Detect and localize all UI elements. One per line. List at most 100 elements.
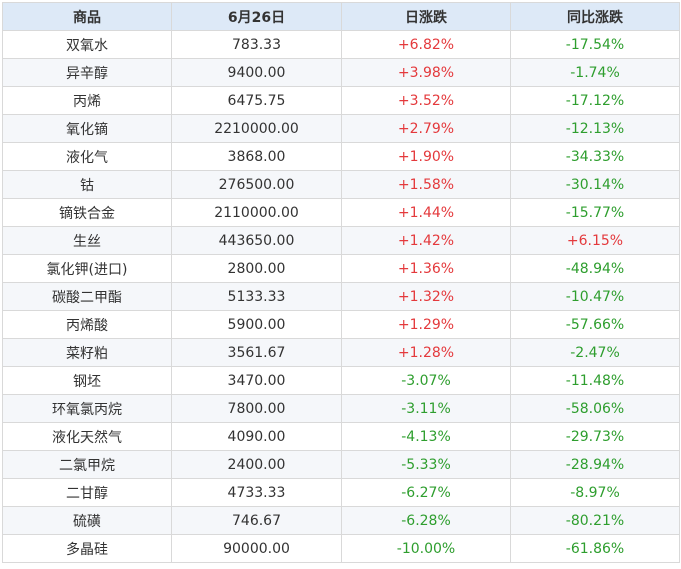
yoy-change-cell: -1.74% [510,58,680,87]
price-cell: 2210000.00 [171,114,342,143]
table-row: 丙烯 6475.75 +3.52% -17.12% [2,86,680,115]
price-cell: 5900.00 [171,310,342,339]
price-cell: 6475.75 [171,86,342,115]
daily-change-cell: +3.52% [341,86,511,115]
daily-change-cell: +1.29% [341,310,511,339]
daily-change-cell: -3.07% [341,366,511,395]
table-row: 环氧氯丙烷 7800.00 -3.11% -58.06% [2,394,680,423]
yoy-change-cell: -28.94% [510,450,680,479]
yoy-change-cell: -2.47% [510,338,680,367]
daily-change-cell: +1.44% [341,198,511,227]
yoy-change-cell: -34.33% [510,142,680,171]
table-row: 硫磺 746.67 -6.28% -80.21% [2,506,680,535]
commodity-cell: 碳酸二甲酯 [2,282,172,311]
table-row: 菜籽粕 3561.67 +1.28% -2.47% [2,338,680,367]
yoy-change-cell: -11.48% [510,366,680,395]
yoy-change-cell: -8.97% [510,478,680,507]
yoy-change-cell: -30.14% [510,170,680,199]
price-cell: 90000.00 [171,534,342,563]
daily-change-cell: -5.33% [341,450,511,479]
daily-change-cell: -10.00% [341,534,511,563]
yoy-change-cell: -17.12% [510,86,680,115]
price-cell: 9400.00 [171,58,342,87]
yoy-change-cell: -15.77% [510,198,680,227]
yoy-change-cell: -12.13% [510,114,680,143]
table-row: 二氯甲烷 2400.00 -5.33% -28.94% [2,450,680,479]
commodity-cell: 钴 [2,170,172,199]
daily-change-cell: +1.28% [341,338,511,367]
price-cell: 3561.67 [171,338,342,367]
price-cell: 746.67 [171,506,342,535]
commodity-cell: 硫磺 [2,506,172,535]
commodity-cell: 钢坯 [2,366,172,395]
commodity-cell: 氯化钾(进口) [2,254,172,283]
table-row: 丙烯酸 5900.00 +1.29% -57.66% [2,310,680,339]
yoy-change-cell: -57.66% [510,310,680,339]
commodity-cell: 菜籽粕 [2,338,172,367]
table-row: 双氧水 783.33 +6.82% -17.54% [2,30,680,59]
table-row: 二甘醇 4733.33 -6.27% -8.97% [2,478,680,507]
yoy-change-cell: -17.54% [510,30,680,59]
table-header-row: 商品 6月26日 日涨跌 同比涨跌 [2,2,680,31]
table-row: 液化气 3868.00 +1.90% -34.33% [2,142,680,171]
yoy-change-cell: -58.06% [510,394,680,423]
header-commodity: 商品 [2,2,172,31]
commodity-cell: 液化气 [2,142,172,171]
table-row: 钢坯 3470.00 -3.07% -11.48% [2,366,680,395]
daily-change-cell: +1.42% [341,226,511,255]
price-cell: 2800.00 [171,254,342,283]
commodity-cell: 丙烯 [2,86,172,115]
commodity-cell: 生丝 [2,226,172,255]
price-cell: 3868.00 [171,142,342,171]
commodity-cell: 丙烯酸 [2,310,172,339]
price-cell: 783.33 [171,30,342,59]
table-row: 生丝 443650.00 +1.42% +6.15% [2,226,680,255]
price-cell: 4733.33 [171,478,342,507]
yoy-change-cell: -29.73% [510,422,680,451]
yoy-change-cell: -61.86% [510,534,680,563]
table-row: 异辛醇 9400.00 +3.98% -1.74% [2,58,680,87]
daily-change-cell: +1.58% [341,170,511,199]
price-cell: 5133.33 [171,282,342,311]
table-row: 碳酸二甲酯 5133.33 +1.32% -10.47% [2,282,680,311]
price-cell: 276500.00 [171,170,342,199]
daily-change-cell: +3.98% [341,58,511,87]
commodity-cell: 二甘醇 [2,478,172,507]
price-cell: 3470.00 [171,366,342,395]
price-cell: 2400.00 [171,450,342,479]
commodity-cell: 双氧水 [2,30,172,59]
table-row: 钴 276500.00 +1.58% -30.14% [2,170,680,199]
daily-change-cell: +6.82% [341,30,511,59]
commodity-cell: 液化天然气 [2,422,172,451]
daily-change-cell: -6.28% [341,506,511,535]
commodity-cell: 多晶硅 [2,534,172,563]
header-date: 6月26日 [171,2,342,31]
price-cell: 443650.00 [171,226,342,255]
daily-change-cell: +2.79% [341,114,511,143]
table-row: 氯化钾(进口) 2800.00 +1.36% -48.94% [2,254,680,283]
daily-change-cell: +1.90% [341,142,511,171]
yoy-change-cell: -48.94% [510,254,680,283]
commodity-cell: 环氧氯丙烷 [2,394,172,423]
yoy-change-cell: +6.15% [510,226,680,255]
table-row: 氧化镝 2210000.00 +2.79% -12.13% [2,114,680,143]
price-cell: 2110000.00 [171,198,342,227]
commodity-cell: 氧化镝 [2,114,172,143]
commodity-cell: 镝铁合金 [2,198,172,227]
table-body: 双氧水 783.33 +6.82% -17.54% 异辛醇 9400.00 +3.98% -1… [2,30,680,563]
price-cell: 4090.00 [171,422,342,451]
daily-change-cell: -3.11% [341,394,511,423]
yoy-change-cell: -10.47% [510,282,680,311]
commodity-cell: 二氯甲烷 [2,450,172,479]
daily-change-cell: -4.13% [341,422,511,451]
table-row: 液化天然气 4090.00 -4.13% -29.73% [2,422,680,451]
daily-change-cell: -6.27% [341,478,511,507]
price-cell: 7800.00 [171,394,342,423]
daily-change-cell: +1.36% [341,254,511,283]
yoy-change-cell: -80.21% [510,506,680,535]
daily-change-cell: +1.32% [341,282,511,311]
table-row: 多晶硅 90000.00 -10.00% -61.86% [2,534,680,563]
table-row: 镝铁合金 2110000.00 +1.44% -15.77% [2,198,680,227]
